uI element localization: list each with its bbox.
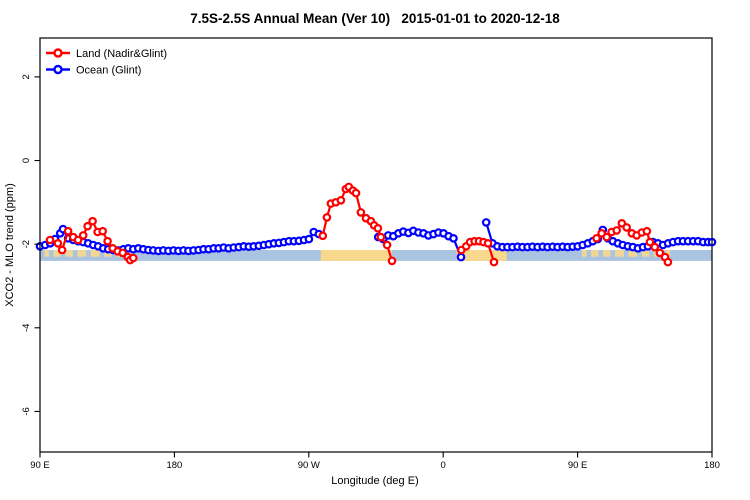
data-point-land <box>356 208 366 217</box>
data-point-land <box>663 257 673 267</box>
data-point-land <box>650 242 660 252</box>
legend-label-land: Land (Nadir&Glint) <box>76 48 167 60</box>
data-point-land <box>88 216 97 226</box>
data-point-land <box>45 235 55 245</box>
legend-marker-land <box>53 48 63 58</box>
data-point-land <box>483 239 493 248</box>
surface-band-island <box>602 250 611 257</box>
data-point-land <box>63 226 73 236</box>
data-point-land <box>57 245 67 255</box>
surface-band-island <box>628 250 638 257</box>
data-point-land <box>642 226 652 236</box>
data-point-land <box>622 223 632 232</box>
surface-band-island <box>128 250 133 257</box>
data-point-land <box>78 231 88 240</box>
data-point-land <box>53 239 63 248</box>
data-point-land <box>103 236 112 246</box>
y-tick-label: -6 <box>21 407 32 415</box>
data-point-land <box>129 253 138 263</box>
data-point-land <box>318 231 328 241</box>
data-point-ocean <box>304 234 314 244</box>
data-point-ocean <box>449 234 458 243</box>
data-point-land <box>376 232 386 242</box>
surface-band-island <box>77 250 87 257</box>
x-tick-label: 0 <box>441 460 446 471</box>
x-tick-label: 90 W <box>298 460 320 471</box>
legend-marker-ocean <box>53 64 63 75</box>
data-point-land <box>592 234 601 243</box>
data-point-land <box>73 235 83 245</box>
data-point-ocean <box>456 252 466 262</box>
surface-band-island <box>591 250 599 257</box>
data-point-ocean <box>481 218 491 227</box>
y-tick-label: -2 <box>21 240 32 248</box>
surface-band-land <box>320 250 392 261</box>
series-line-land <box>321 185 394 262</box>
data-point-land <box>655 248 665 258</box>
data-point-land <box>382 240 392 250</box>
chart-title: 7.5S-2.5S Annual Mean (Ver 10) 2015-01-0… <box>190 11 560 26</box>
y-tick-label: 0 <box>21 158 32 163</box>
legend-label-ocean: Ocean (Glint) <box>76 64 141 76</box>
surface-band-island <box>582 250 587 257</box>
x-tick-label: 180 <box>166 460 182 471</box>
surface-band-island <box>53 250 61 257</box>
x-axis-label: Longitude (deg E) <box>331 475 419 487</box>
data-point-land <box>373 224 383 233</box>
data-point-land <box>322 213 332 222</box>
data-point-land <box>387 256 397 266</box>
x-tick-label: 90 E <box>30 460 50 471</box>
y-tick-label: 2 <box>21 74 32 79</box>
x-tick-label: 90 E <box>568 460 588 471</box>
data-point-land <box>602 232 612 242</box>
data-point-land <box>118 248 128 258</box>
surface-band-land <box>456 250 507 261</box>
data-point-land <box>98 226 108 236</box>
surface-band-island <box>665 250 671 257</box>
surface-band-island <box>90 250 100 257</box>
y-tick-label: -4 <box>21 324 32 332</box>
data-point-land <box>336 196 346 205</box>
surface-band-island <box>614 250 624 257</box>
data-point-land <box>612 226 622 235</box>
data-point-land <box>489 257 499 267</box>
data-point-land <box>351 188 361 198</box>
surface-band-island <box>641 250 650 257</box>
surface-band-island <box>65 250 73 257</box>
data-point-land <box>83 221 92 231</box>
plot-border <box>39 37 713 453</box>
x-tick-label: 180 <box>704 460 720 471</box>
data-point-land <box>645 237 655 247</box>
surface-band-island <box>44 250 49 257</box>
